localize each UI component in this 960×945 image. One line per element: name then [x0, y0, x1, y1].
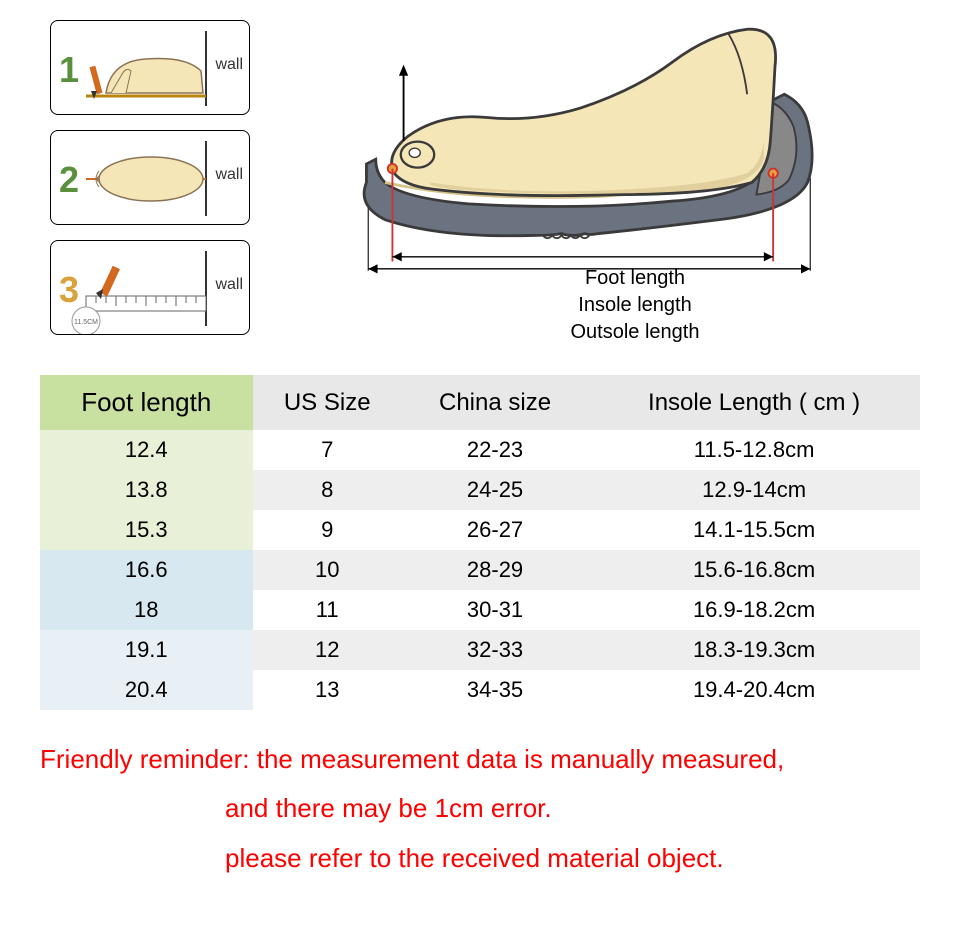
- table-cell: 34-35: [402, 670, 588, 710]
- table-cell: 10: [253, 550, 402, 590]
- measurement-steps: 1 wall 2 wall 3: [50, 20, 280, 350]
- table-cell: 16.9-18.2cm: [588, 590, 920, 630]
- table-cell: 12: [253, 630, 402, 670]
- table-cell: 28-29: [402, 550, 588, 590]
- table-cell: 19.1: [40, 630, 253, 670]
- step-1-wall-label: wall: [215, 56, 243, 74]
- top-section: 1 wall 2 wall 3: [0, 0, 960, 360]
- table-row: 12.4722-2311.5-12.8cm: [40, 430, 920, 470]
- table-cell: 18: [40, 590, 253, 630]
- table-cell: 20.4: [40, 670, 253, 710]
- table-row: 20.41334-3519.4-20.4cm: [40, 670, 920, 710]
- table-cell: 7: [253, 430, 402, 470]
- step-3-wall-label: wall: [215, 276, 243, 294]
- reminder-line-2: and there may be 1cm error.: [40, 784, 940, 833]
- step-1-box: 1 wall: [50, 20, 250, 115]
- table-cell: 24-25: [402, 470, 588, 510]
- reminder-line-1: Friendly reminder: the measurement data …: [40, 744, 784, 774]
- table-cell: 13: [253, 670, 402, 710]
- table-cell: 15.6-16.8cm: [588, 550, 920, 590]
- table-cell: 12.9-14cm: [588, 470, 920, 510]
- header-china-size: China size: [402, 375, 588, 430]
- table-cell: 32-33: [402, 630, 588, 670]
- table-row: 16.61028-2915.6-16.8cm: [40, 550, 920, 590]
- table-cell: 22-23: [402, 430, 588, 470]
- friendly-reminder: Friendly reminder: the measurement data …: [0, 710, 960, 883]
- table-cell: 30-31: [402, 590, 588, 630]
- table-cell: 8: [253, 470, 402, 510]
- header-us-size: US Size: [253, 375, 402, 430]
- outsole-length-label: Outsole length: [340, 319, 930, 346]
- shoe-diagram: Foot length Insole length Outsole length: [280, 20, 930, 350]
- table-cell: 12.4: [40, 430, 253, 470]
- table-header-row: Foot length US Size China size Insole Le…: [40, 375, 920, 430]
- table-cell: 14.1-15.5cm: [588, 510, 920, 550]
- step-3-box: 3 11.5CM wall: [50, 240, 250, 335]
- size-chart-table: Foot length US Size China size Insole Le…: [40, 375, 920, 710]
- table-row: 15.3926-2714.1-15.5cm: [40, 510, 920, 550]
- header-insole-length: Insole Length ( cm ): [588, 375, 920, 430]
- table-cell: 19.4-20.4cm: [588, 670, 920, 710]
- insole-length-label: Insole length: [340, 292, 930, 319]
- table-row: 13.8824-2512.9-14cm: [40, 470, 920, 510]
- table-row: 181130-3116.9-18.2cm: [40, 590, 920, 630]
- header-foot-length: Foot length: [40, 375, 253, 430]
- table-cell: 13.8: [40, 470, 253, 510]
- table-cell: 15.3: [40, 510, 253, 550]
- table-cell: 11: [253, 590, 402, 630]
- step-2-wall-label: wall: [215, 166, 243, 184]
- shoe-illustration: [300, 20, 860, 280]
- reminder-line-3: please refer to the received material ob…: [40, 834, 940, 883]
- table-cell: 9: [253, 510, 402, 550]
- svg-text:11.5CM: 11.5CM: [74, 319, 98, 326]
- table-row: 19.11232-3318.3-19.3cm: [40, 630, 920, 670]
- table-cell: 16.6: [40, 550, 253, 590]
- table-cell: 18.3-19.3cm: [588, 630, 920, 670]
- step-2-box: 2 wall: [50, 130, 250, 225]
- table-cell: 11.5-12.8cm: [588, 430, 920, 470]
- table-cell: 26-27: [402, 510, 588, 550]
